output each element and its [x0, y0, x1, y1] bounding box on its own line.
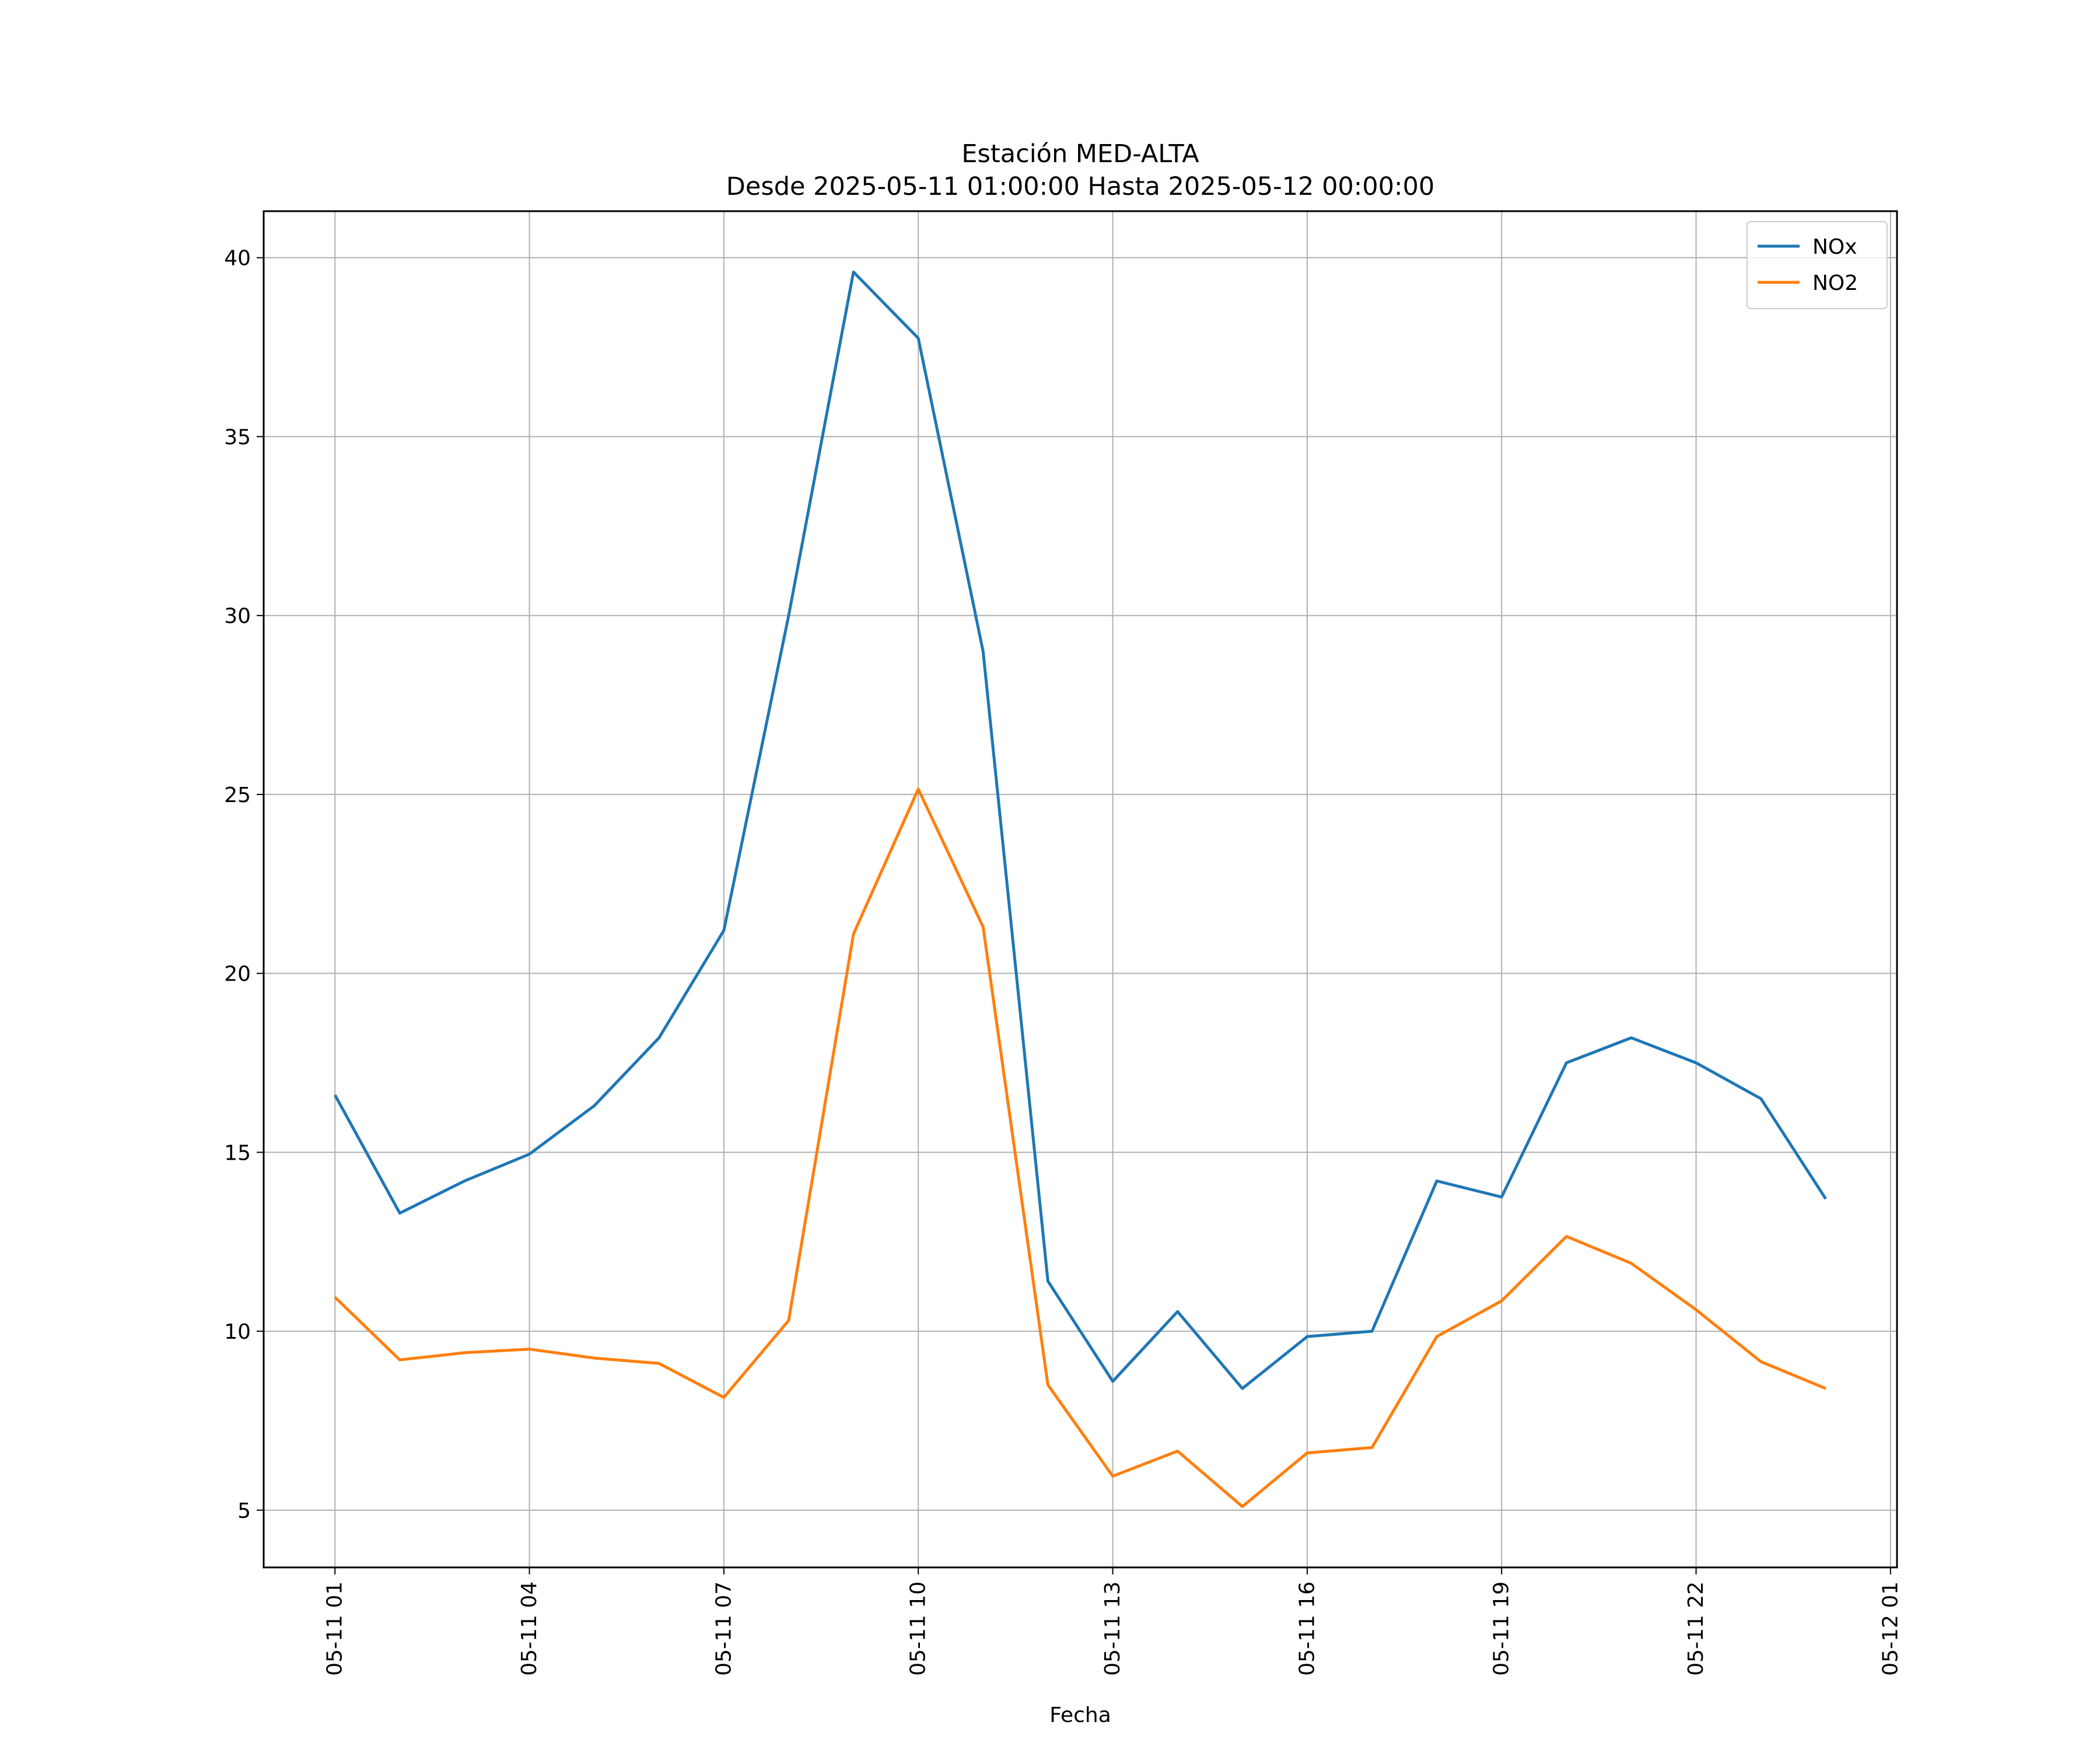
y-tick-label: 10	[224, 1320, 251, 1344]
x-tick-label: 05-12 01	[1878, 1581, 1902, 1676]
x-tick-label: 05-11 01	[323, 1581, 347, 1676]
chart-title: Estación MED-ALTA	[961, 139, 1199, 169]
chart-subtitle: Desde 2025-05-11 01:00:00 Hasta 2025-05-…	[726, 172, 1434, 201]
y-tick-label: 30	[224, 604, 251, 628]
legend-label: NO2	[1812, 271, 1858, 295]
x-tick-label: 05-11 22	[1684, 1581, 1708, 1676]
y-tick-label: 15	[224, 1141, 251, 1165]
x-axis: 05-11 01 05-11 04 05-11 07 05-11 10 05-11 13…	[323, 1567, 1902, 1676]
y-tick-label: 5	[237, 1499, 251, 1523]
y-tick-label: 35	[224, 425, 251, 449]
series-group	[334, 270, 1827, 1508]
x-tick-label: 05-11 10	[907, 1581, 930, 1676]
x-tick-label: 05-11 04	[517, 1581, 541, 1676]
plot-frame	[262, 210, 1898, 1569]
x-tick-label: 05-11 07	[712, 1581, 736, 1676]
x-tick-label: 05-11 16	[1295, 1581, 1319, 1676]
legend-box	[1746, 221, 1888, 309]
x-tick-label: 05-11 19	[1490, 1581, 1514, 1676]
y-tick-label: 20	[224, 963, 251, 986]
y-tick-label: 25	[224, 783, 251, 807]
series-line-no2	[334, 788, 1826, 1508]
y-tick-label: 40	[224, 247, 251, 271]
series-line-nox	[334, 270, 1827, 1390]
legend: NOx NO2	[1746, 221, 1888, 309]
legend-label: NOx	[1812, 235, 1857, 259]
y-axis: 5 10 15 20 25 30 35 40	[224, 247, 264, 1523]
x-tick-label: 05-11 13	[1101, 1581, 1125, 1676]
x-axis-label: Fecha	[1049, 1703, 1111, 1727]
